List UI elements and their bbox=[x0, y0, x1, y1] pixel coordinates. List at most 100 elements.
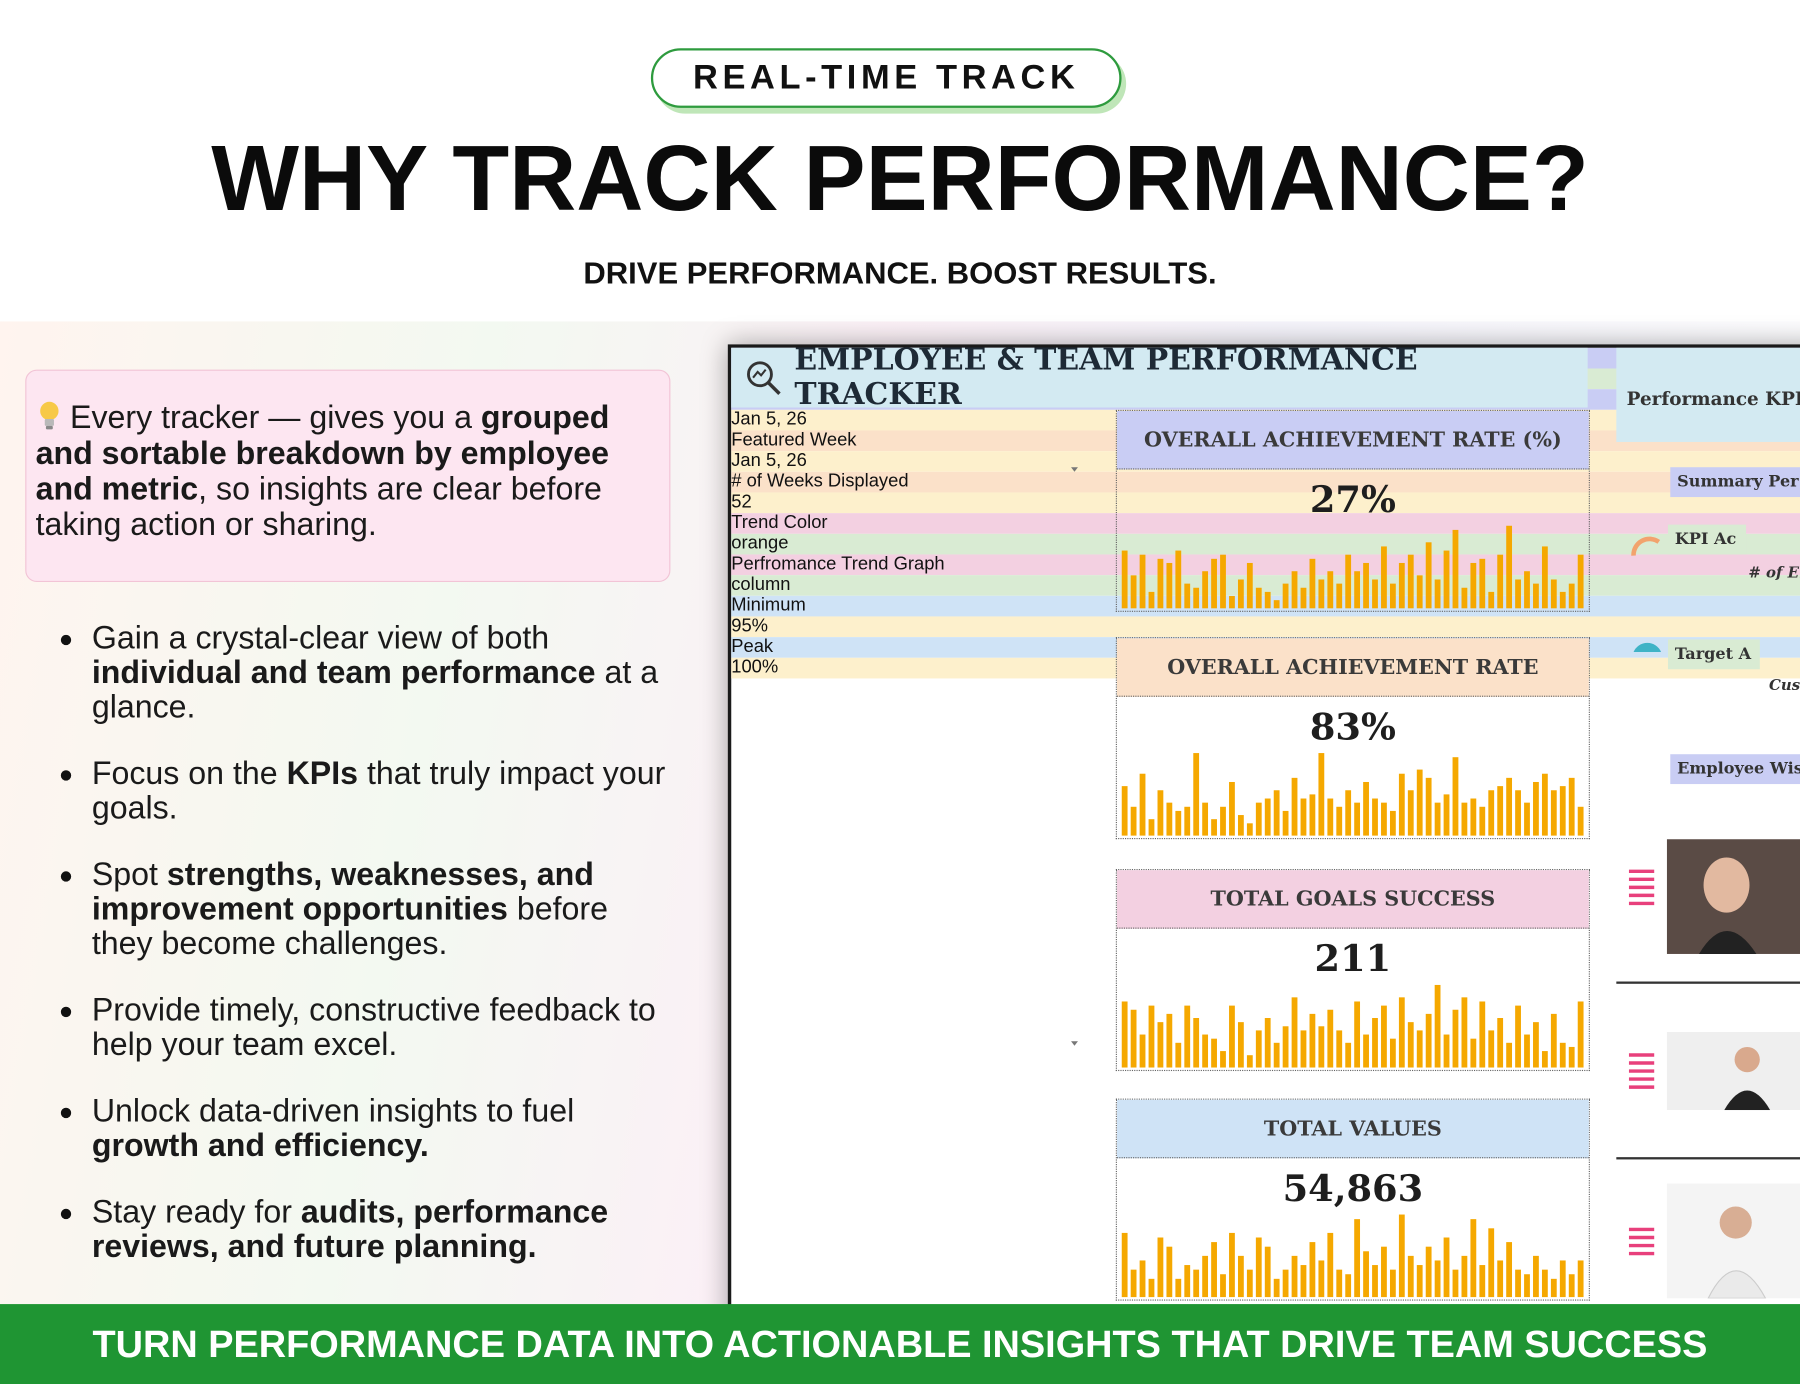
bar bbox=[1273, 790, 1280, 836]
side-label: Target A bbox=[1667, 639, 1761, 670]
bar bbox=[1461, 1255, 1468, 1298]
bar bbox=[1479, 806, 1486, 836]
bar bbox=[1211, 1242, 1217, 1298]
bar bbox=[1193, 1018, 1200, 1068]
text: Unlock data-driven insights to fuel bbox=[91, 1092, 575, 1129]
bar bbox=[1568, 583, 1575, 609]
bar-chart bbox=[1121, 984, 1584, 1068]
bar bbox=[1229, 596, 1235, 609]
bar bbox=[1300, 1030, 1307, 1068]
text: Provide timely, constructive feedback to… bbox=[91, 991, 656, 1062]
side-label: # of Er bbox=[1748, 564, 1800, 583]
bar bbox=[1577, 1001, 1584, 1068]
bar bbox=[1497, 554, 1504, 609]
kpi-label: TOTAL GOALS SUCCESS bbox=[1116, 870, 1589, 929]
bar bbox=[1470, 562, 1477, 609]
bullet-list: Gain a crystal-clear view of both indivi… bbox=[57, 620, 677, 1296]
bar bbox=[1148, 1278, 1155, 1298]
bar bbox=[1166, 562, 1173, 609]
side-label: KPI Ac bbox=[1667, 524, 1746, 555]
bar bbox=[1434, 1260, 1441, 1298]
bar bbox=[1229, 781, 1235, 836]
bar bbox=[1237, 579, 1244, 609]
bar bbox=[1121, 1001, 1128, 1068]
bar bbox=[1255, 587, 1262, 609]
bar bbox=[1157, 790, 1164, 836]
bar bbox=[1273, 1042, 1280, 1068]
kpi-value: 83% bbox=[1309, 704, 1396, 749]
bar bbox=[1559, 591, 1566, 609]
bar bbox=[1389, 583, 1396, 609]
bar bbox=[1291, 1255, 1298, 1298]
bar bbox=[1148, 819, 1155, 836]
bar bbox=[1398, 1214, 1405, 1298]
bar bbox=[1336, 806, 1343, 836]
bar bbox=[1255, 802, 1262, 836]
bar bbox=[1533, 583, 1539, 609]
bar bbox=[1488, 790, 1495, 836]
list-icons bbox=[1628, 869, 1655, 1256]
bar bbox=[1452, 757, 1459, 836]
bar bbox=[1121, 1232, 1128, 1298]
bar bbox=[1291, 997, 1298, 1068]
bar bbox=[1550, 1013, 1557, 1068]
bar bbox=[1389, 1269, 1396, 1298]
bar bbox=[1434, 579, 1441, 609]
bar bbox=[1541, 1269, 1548, 1298]
kpi-card: TOTAL GOALS SUCCESS 211 bbox=[1115, 869, 1590, 1072]
bar bbox=[1157, 1022, 1164, 1068]
bar bbox=[1264, 798, 1271, 836]
bar bbox=[1381, 546, 1387, 609]
bar bbox=[1577, 554, 1584, 609]
bar bbox=[1559, 1260, 1566, 1298]
bar bbox=[1515, 579, 1521, 609]
bar bbox=[1381, 1005, 1387, 1068]
kpi-label: TOTAL VALUES bbox=[1116, 1099, 1589, 1159]
bold-text: growth and efficiency. bbox=[91, 1127, 429, 1163]
bulb-icon bbox=[40, 401, 59, 430]
bar bbox=[1246, 562, 1253, 609]
bar bbox=[1452, 529, 1459, 609]
bar bbox=[1229, 1005, 1235, 1068]
kpi-icons bbox=[1631, 536, 1662, 653]
bar bbox=[1300, 798, 1307, 836]
bar bbox=[1139, 1034, 1146, 1068]
bar bbox=[1130, 1009, 1137, 1068]
search-icon bbox=[747, 361, 781, 395]
dashboard-title: EMPLOYEE & TEAM PERFORMANCE TRACKER bbox=[731, 343, 1588, 412]
bullet-item: Spot strengths, weaknesses, and improvem… bbox=[57, 857, 677, 961]
bar bbox=[1246, 823, 1253, 836]
bar bbox=[1139, 773, 1146, 836]
headline: WHY TRACK PERFORMANCE? bbox=[211, 127, 1589, 231]
kpi-value: 54,863 bbox=[1282, 1166, 1424, 1210]
bar bbox=[1336, 1269, 1343, 1298]
bar bbox=[1354, 1001, 1361, 1068]
bar bbox=[1515, 1269, 1521, 1298]
bar bbox=[1193, 587, 1200, 609]
bar bbox=[1372, 579, 1378, 609]
bar bbox=[1345, 554, 1352, 609]
bar bbox=[1443, 1237, 1450, 1298]
text: that truly impact your goals. bbox=[91, 755, 666, 826]
bar bbox=[1273, 600, 1280, 609]
bar bbox=[1300, 1265, 1307, 1298]
text: Stay ready for bbox=[91, 1193, 301, 1230]
bar bbox=[1121, 786, 1128, 836]
bar bbox=[1541, 546, 1548, 609]
control-value: 52 bbox=[731, 492, 1800, 514]
bar bbox=[1479, 1265, 1486, 1298]
bar-chart bbox=[1121, 1214, 1584, 1298]
bar bbox=[1318, 1026, 1325, 1068]
photo bbox=[1666, 1183, 1800, 1299]
bar bbox=[1264, 591, 1271, 609]
bold-text: individual and team performance bbox=[91, 654, 596, 690]
side-label: Summary Per bbox=[1670, 467, 1800, 498]
bullet-item: Stay ready for audits, performance revie… bbox=[57, 1193, 677, 1264]
bar bbox=[1416, 575, 1423, 609]
bar bbox=[1237, 1022, 1244, 1068]
bar bbox=[1389, 810, 1396, 836]
bar bbox=[1381, 1246, 1387, 1298]
bar bbox=[1497, 786, 1504, 836]
bar bbox=[1282, 583, 1289, 609]
bar bbox=[1416, 1030, 1423, 1068]
